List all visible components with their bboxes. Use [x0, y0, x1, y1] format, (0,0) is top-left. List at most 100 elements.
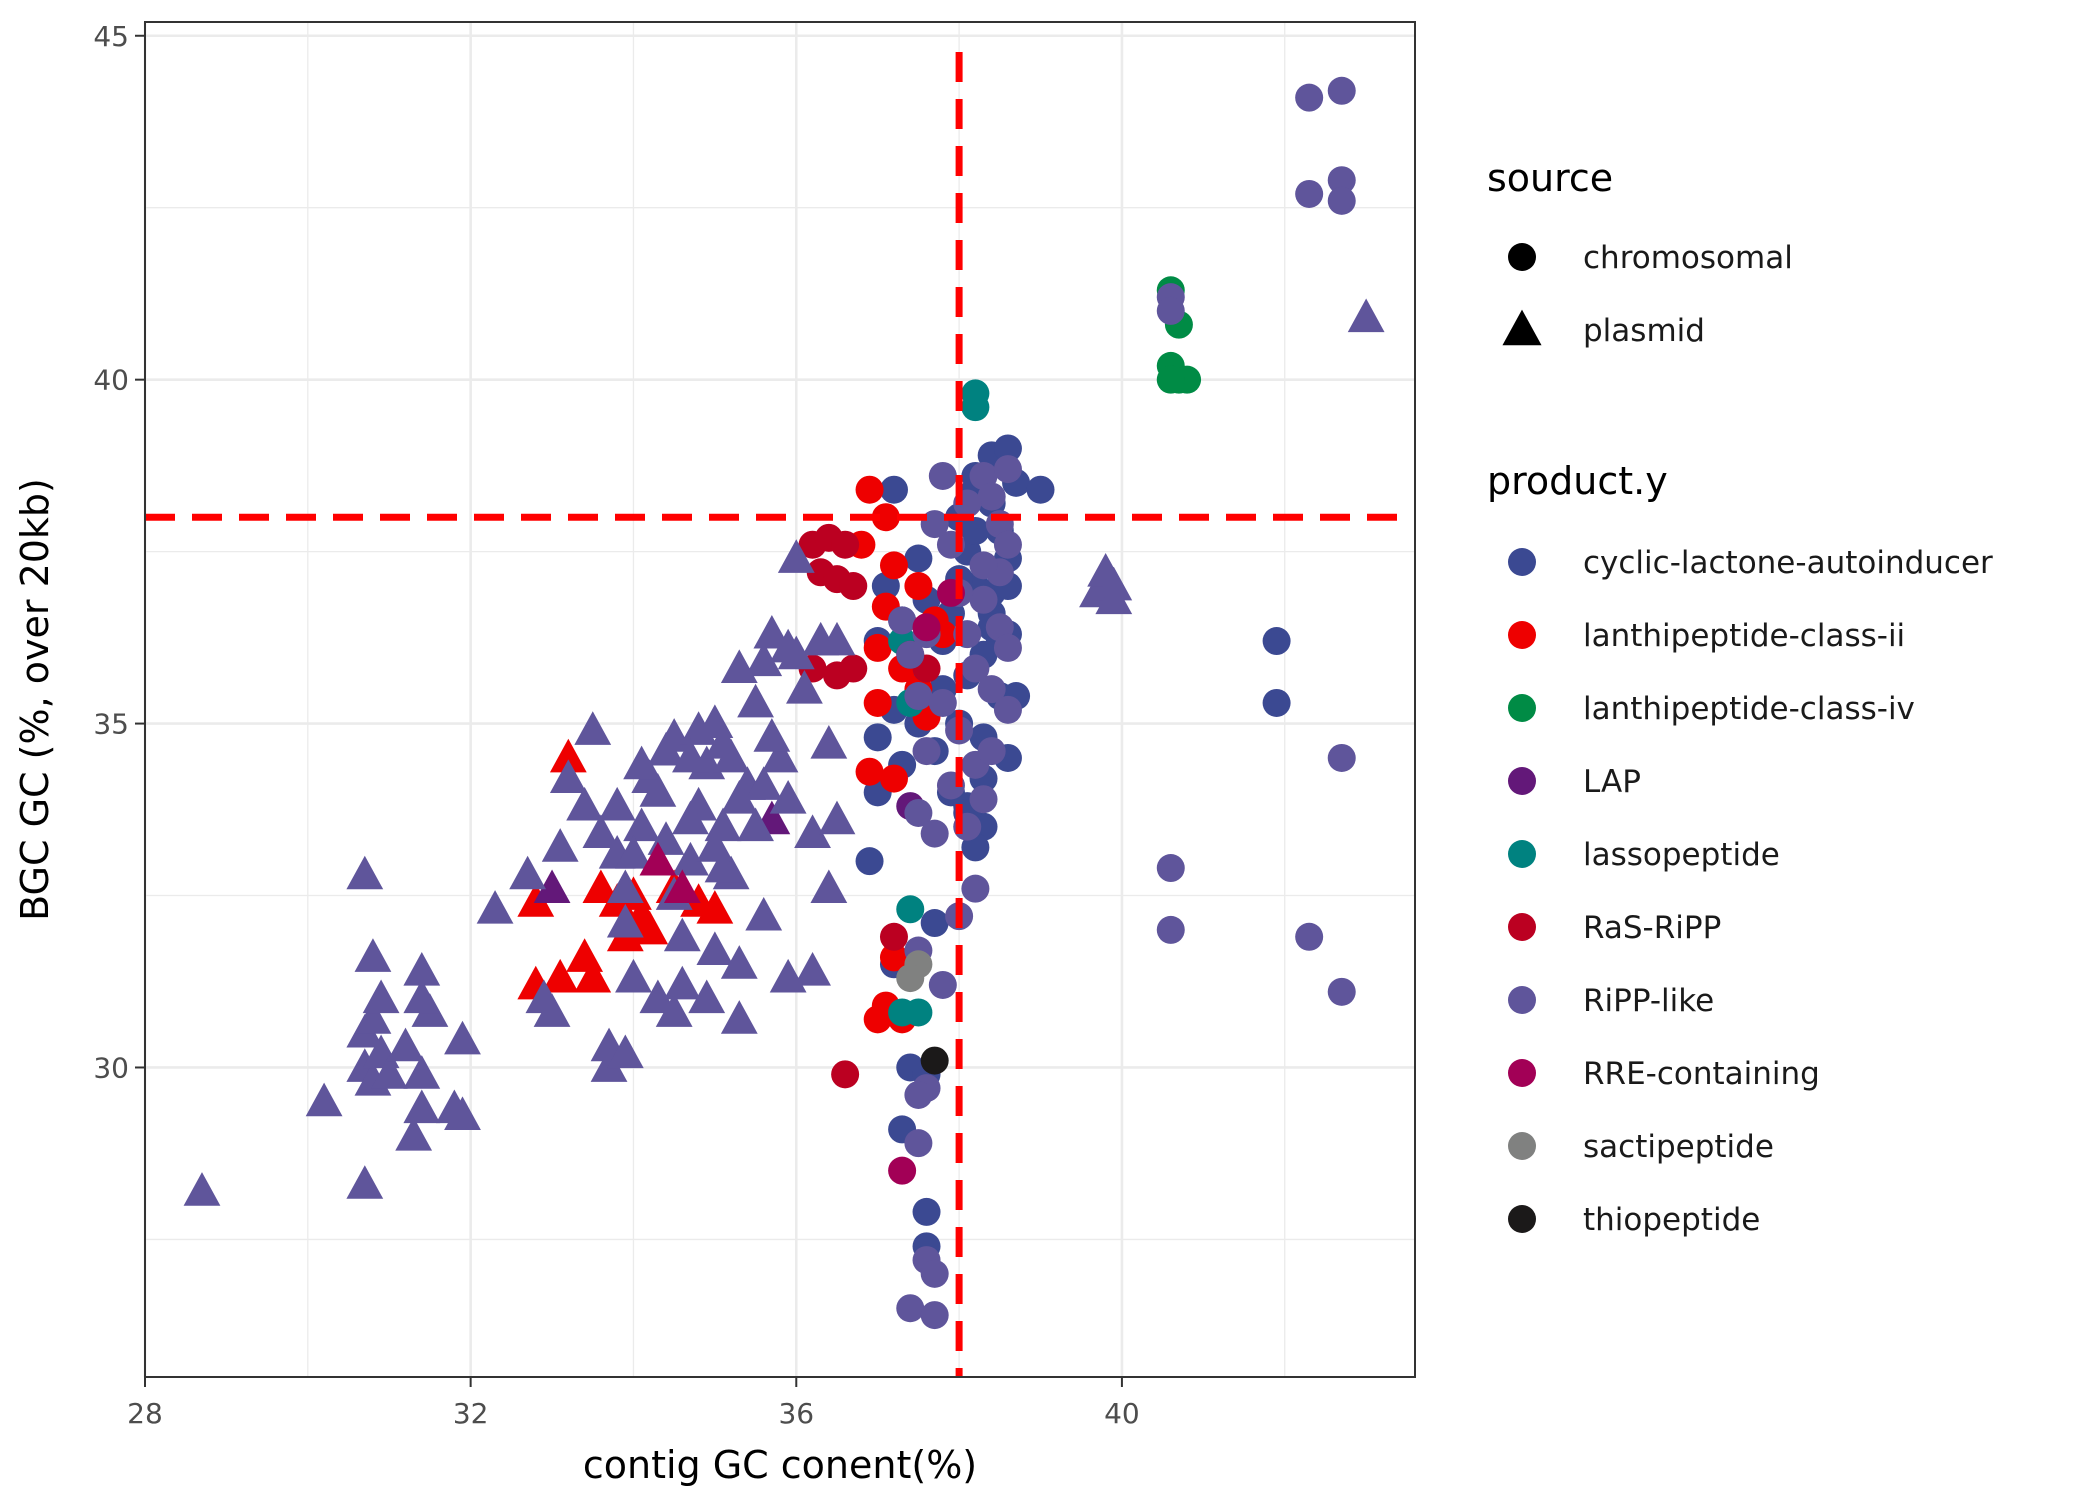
data-point-plasmid: [615, 958, 652, 993]
data-point-plasmid: [403, 1089, 441, 1124]
y-axis-ticks: 30 35 40 45: [93, 20, 145, 1084]
data-point-chromosomal: [863, 723, 892, 752]
legend-product-title: product.y: [1487, 459, 1668, 503]
data-point-chromosomal: [1327, 76, 1356, 105]
data-point-chromosomal: [888, 998, 917, 1027]
data-point-chromosomal: [912, 1197, 941, 1226]
data-point-chromosomal: [961, 393, 990, 422]
y-axis-title: BGC GC (%, over 20kb): [13, 478, 57, 921]
data-point-chromosomal: [920, 909, 949, 938]
data-point-chromosomal: [863, 688, 892, 717]
legend-source: source chromosomal plasmid: [1487, 156, 1793, 349]
data-point-chromosomal: [1156, 854, 1185, 883]
data-point-chromosomal: [855, 847, 884, 876]
data-point-plasmid: [745, 896, 783, 931]
data-point-plasmid: [1347, 298, 1385, 333]
data-point-chromosomal: [863, 1005, 892, 1034]
data-point-plasmid: [533, 869, 571, 904]
panel-border: [144, 21, 1416, 1378]
data-point-plasmid: [720, 945, 758, 979]
data-point-chromosomal: [912, 737, 941, 766]
data-point-plasmid: [696, 890, 734, 924]
data-point-chromosomal: [920, 1301, 949, 1330]
data-point-chromosomal: [928, 461, 957, 490]
data-point-chromosomal: [993, 434, 1022, 463]
data-point-plasmid: [647, 731, 685, 766]
data-point-chromosomal: [920, 1259, 949, 1288]
data-point-plasmid: [623, 745, 661, 780]
data-point-chromosomal: [977, 482, 1006, 511]
data-point-chromosomal: [1327, 186, 1356, 215]
data-point-chromosomal: [1327, 166, 1356, 195]
data-point-chromosomal: [1295, 179, 1324, 208]
legend-label: thiopeptide: [1583, 1202, 1760, 1238]
x-axis-ticks: 28 32 36 40: [127, 1377, 1140, 1430]
y-tick-label: 40: [93, 364, 129, 397]
legend-key-circle: [1508, 1059, 1536, 1087]
legend-label: chromosomal: [1583, 240, 1793, 276]
data-point-chromosomal: [993, 455, 1022, 484]
reference-lines: [145, 52, 1415, 1377]
data-point-plasmid: [509, 855, 547, 890]
data-point-plasmid: [183, 1172, 221, 1206]
legend-key-circle: [1508, 1132, 1536, 1160]
data-point-chromosomal: [961, 874, 990, 903]
data-point-plasmid: [362, 979, 400, 1014]
legend-key-circle: [1508, 548, 1536, 576]
y-tick-label: 30: [93, 1051, 129, 1084]
data-point-plasmid: [753, 718, 791, 752]
legend-key-circle: [1508, 694, 1536, 722]
x-axis-title: contig GC conent(%): [583, 1443, 977, 1487]
data-point-chromosomal: [1327, 743, 1356, 772]
data-point-chromosomal: [879, 475, 908, 504]
data-point-plasmid: [639, 841, 677, 876]
y-tick-label: 45: [93, 20, 129, 53]
data-point-chromosomal: [896, 640, 925, 669]
data-point-chromosomal: [1327, 977, 1356, 1006]
legend-label: sactipeptide: [1583, 1129, 1774, 1165]
x-tick-label: 28: [127, 1397, 163, 1430]
data-point-chromosomal: [1156, 915, 1185, 944]
data-point-chromosomal: [1295, 83, 1324, 112]
data-point-plasmid: [810, 725, 848, 759]
data-point-chromosomal: [904, 682, 933, 711]
data-point-plasmid: [574, 711, 612, 745]
data-point-plasmid: [639, 773, 677, 807]
data-point-chromosomal: [896, 895, 925, 924]
data-point-plasmid: [786, 669, 823, 704]
legend-label: lanthipeptide-class-iv: [1583, 691, 1915, 727]
data-point-plasmid: [639, 979, 677, 1014]
data-point-chromosomal: [920, 1046, 949, 1075]
data-point-plasmid: [769, 958, 807, 993]
data-point-plasmid: [606, 869, 644, 904]
data-point-plasmid: [541, 828, 579, 862]
data-point-plasmid: [403, 979, 441, 1014]
data-point-chromosomal: [831, 530, 860, 559]
data-point-chromosomal: [904, 572, 933, 601]
data-points: [183, 76, 1385, 1330]
legend-key-circle: [1508, 1205, 1536, 1233]
data-point-chromosomal: [969, 551, 998, 580]
data-point-plasmid: [606, 903, 644, 938]
data-point-chromosomal: [831, 1060, 860, 1089]
data-point-plasmid: [354, 938, 392, 972]
data-point-plasmid: [680, 711, 717, 745]
data-point-plasmid: [720, 780, 758, 814]
data-point-plasmid: [818, 621, 856, 656]
legend-key-circle: [1508, 621, 1536, 649]
data-point-chromosomal: [871, 503, 900, 532]
data-point-chromosomal: [904, 798, 933, 827]
data-point-plasmid: [663, 869, 701, 904]
legend-label: lassopeptide: [1583, 837, 1780, 873]
data-point-chromosomal: [1262, 627, 1291, 656]
data-point-chromosomal: [969, 785, 998, 814]
data-point-plasmid: [663, 965, 701, 1000]
legend-key-circle: [1508, 840, 1536, 868]
data-point-plasmid: [574, 958, 612, 993]
data-point-chromosomal: [888, 606, 917, 635]
data-point-plasmid: [688, 979, 726, 1014]
data-point-plasmid: [346, 1165, 384, 1199]
data-point-chromosomal: [904, 1129, 933, 1158]
